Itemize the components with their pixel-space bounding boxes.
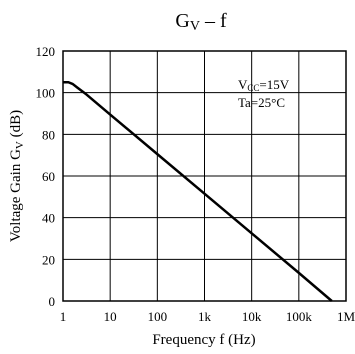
y-axis-label: Voltage Gain GV (dB) (8, 110, 26, 242)
y-tick-label: 40 (42, 211, 55, 226)
y-tick-label: 80 (42, 127, 55, 142)
x-axis-label: Frequency f (Hz) (152, 332, 255, 348)
y-tick-label: 60 (42, 169, 55, 184)
ta-annotation: Ta=25°C (238, 95, 285, 110)
x-tick-label: 1k (198, 309, 212, 324)
grid (63, 51, 346, 301)
y-tick-label: 20 (42, 252, 55, 267)
tick-labels: 1 10 100 1k 10k 100k 1M 0 20 40 60 80 100 120 (36, 44, 355, 324)
gain-curve (63, 81, 333, 302)
x-tick-label: 1 (60, 309, 67, 324)
y-tick-label: 0 (49, 294, 56, 309)
y-tick-label: 100 (36, 86, 56, 101)
plot-frame (62, 50, 347, 302)
x-tick-label: 100 (148, 309, 168, 324)
x-tick-label: 10k (242, 309, 262, 324)
y-tick-label: 120 (36, 44, 56, 59)
x-tick-label: 1M (337, 309, 355, 324)
x-tick-label: 100k (286, 309, 313, 324)
vcc-annotation: VCC=15V (238, 77, 290, 93)
x-tick-label: 10 (104, 309, 117, 324)
chart-title: GV – f (175, 10, 227, 34)
